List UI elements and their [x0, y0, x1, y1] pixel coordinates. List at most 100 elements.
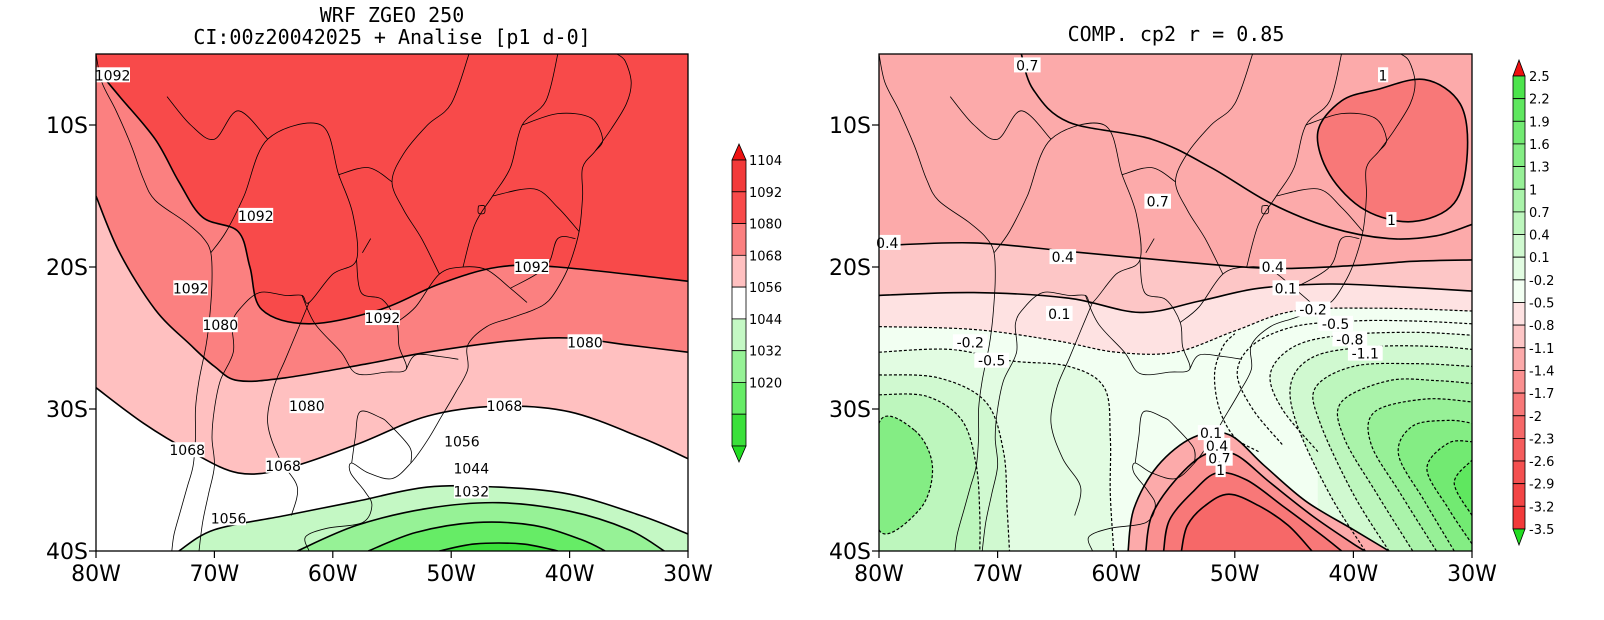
contour-label: 0.1: [1275, 281, 1297, 297]
colorbar-label: -3.5: [1529, 523, 1554, 538]
colorbar-swatch: [1512, 166, 1526, 190]
contour-label-box: [289, 398, 325, 414]
contour-line-m2: [1367, 398, 1472, 551]
y-tick-label: 20S: [46, 256, 88, 281]
contour-label-box: [173, 280, 209, 296]
colorbar-label: 2.2: [1529, 93, 1550, 108]
coastline-segment: [1189, 353, 1242, 370]
right-title: COMP. cp2 r = 0.85: [1068, 22, 1285, 46]
contour-label: -0.5: [978, 354, 1005, 370]
coastline-segment: [477, 205, 486, 215]
y-axis: 10S 20S 30S 40S: [829, 114, 879, 565]
contour-label: -0.2: [1299, 303, 1326, 319]
coastline-segment: [510, 236, 576, 289]
contour-line-m1p4: [1312, 362, 1472, 551]
contour-line-m0p2: [879, 307, 1472, 355]
contour-label: 1068: [265, 459, 301, 475]
coastline-segment: [879, 54, 996, 551]
contour-line-1092: [96, 67, 688, 325]
contour-line-0p1: [1127, 431, 1390, 551]
contour-label-box: [487, 398, 522, 414]
coastline-segment: [1305, 112, 1388, 151]
contour-label-box: [95, 67, 130, 83]
coastline-segment: [522, 112, 604, 151]
contour-label-box: [453, 483, 489, 499]
colorbar-label: -1.7: [1529, 387, 1554, 402]
x-axis: 80W 70W 60W 50W 40W 30W: [71, 551, 713, 587]
colorbar-label: 1104: [749, 154, 782, 169]
contour-label: 0.7: [1016, 58, 1038, 74]
colorbar-swatch: [731, 413, 747, 447]
colorbar-swatch: [1512, 483, 1526, 507]
x-tick-label: 70W: [973, 562, 1023, 587]
coastline-segment: [1276, 188, 1364, 232]
coastline-segment: [981, 122, 1142, 551]
colorbar-swatch: [1512, 437, 1526, 462]
contour-line-m2p6: [1426, 440, 1472, 545]
contour-line-0p7: [1020, 54, 1472, 240]
colorbar-label: 1092: [749, 186, 782, 201]
colorbar-label: -0.5: [1529, 297, 1554, 312]
contour-label: -0.8: [1336, 332, 1363, 348]
contour-label: 1080: [289, 399, 325, 415]
coastline-segment: [351, 410, 413, 464]
coastline-segment: [1122, 167, 1176, 183]
x-axis: 80W 70W 60W 50W 40W 30W: [854, 551, 1497, 587]
colorbar-label: -2: [1529, 410, 1542, 425]
colorbar-label: 1.9: [1529, 115, 1550, 130]
x-tick-label: 80W: [854, 562, 904, 587]
colorbar-label: 1.6: [1529, 138, 1550, 153]
contour-labels: 0.710.710.40.40.40.10.1 -0.2-0.5-0.8-1.1-…: [874, 57, 1397, 479]
colorbar-swatch: [731, 223, 747, 256]
contour-label-box: [567, 334, 603, 350]
contour-line-0p4: [1145, 450, 1366, 551]
contour-label-box: [1215, 462, 1226, 478]
contour-label-box: [974, 352, 1010, 368]
y-tick-label: 10S: [829, 114, 871, 139]
contour-line-1: [1316, 78, 1469, 223]
colorbar-label: -1.1: [1529, 342, 1554, 357]
coastline-segment: [462, 54, 559, 268]
colorbar-label: 1044: [749, 313, 782, 328]
contour-label-box: [202, 317, 238, 333]
contour-label: 0.4: [1052, 250, 1074, 266]
right-panel: COMP. cp2 r = 0.85 0.7 1 0.7 1 0.4 0.4 0.4 0.1 0…: [829, 22, 1554, 587]
colorbar-label: 1020: [749, 376, 782, 391]
y-tick-label: 20S: [829, 256, 871, 281]
colorbar-low-arrow: [1512, 528, 1526, 547]
contour-label: 1068: [169, 443, 205, 459]
contour-label-box: [514, 259, 550, 274]
y-tick-label: 40S: [46, 540, 88, 565]
colorbar-swatch: [1512, 234, 1526, 258]
contour-line-0p4: [879, 241, 1472, 270]
coastline-segment: [405, 353, 459, 370]
contour-label-box: [265, 457, 301, 473]
contour-label: 1092: [173, 281, 209, 297]
contour-label: 0.4: [876, 236, 898, 252]
contour-label: 1068: [487, 399, 523, 415]
contour-label-box: [211, 510, 246, 526]
left-panel: WRF ZGEO 250 CI:00z20042025 + Analise [p…: [46, 3, 782, 587]
colorbar-swatch: [1512, 75, 1526, 100]
colorbar-label: 0.4: [1529, 229, 1550, 244]
colorbar-swatch: [1512, 460, 1526, 485]
x-tick-label: 70W: [190, 562, 240, 587]
x-tick-label: 40W: [1329, 562, 1379, 587]
colorbar-swatch: [1512, 98, 1526, 122]
colorbar-swatch: [731, 318, 747, 352]
x-tick-label: 50W: [1210, 562, 1260, 587]
contour-label: -0.2: [957, 335, 984, 351]
colorbar-swatch: [1512, 279, 1526, 303]
colorbar-label: 1: [1529, 183, 1537, 198]
coastline-segment: [166, 96, 268, 140]
coastline-segment: [267, 302, 310, 516]
contour-label-box: [365, 310, 400, 326]
x-tick-label: 30W: [663, 562, 713, 587]
contour-line-m0p2: [1213, 333, 1259, 453]
contour-line-m1p1: [879, 393, 981, 551]
contour-line-m0p8: [879, 374, 1011, 551]
contour-label: 1056: [444, 435, 480, 451]
y-tick-label: 10S: [46, 114, 88, 139]
contour-label: 1080: [567, 335, 603, 351]
colorbar-swatch: [1512, 256, 1526, 281]
